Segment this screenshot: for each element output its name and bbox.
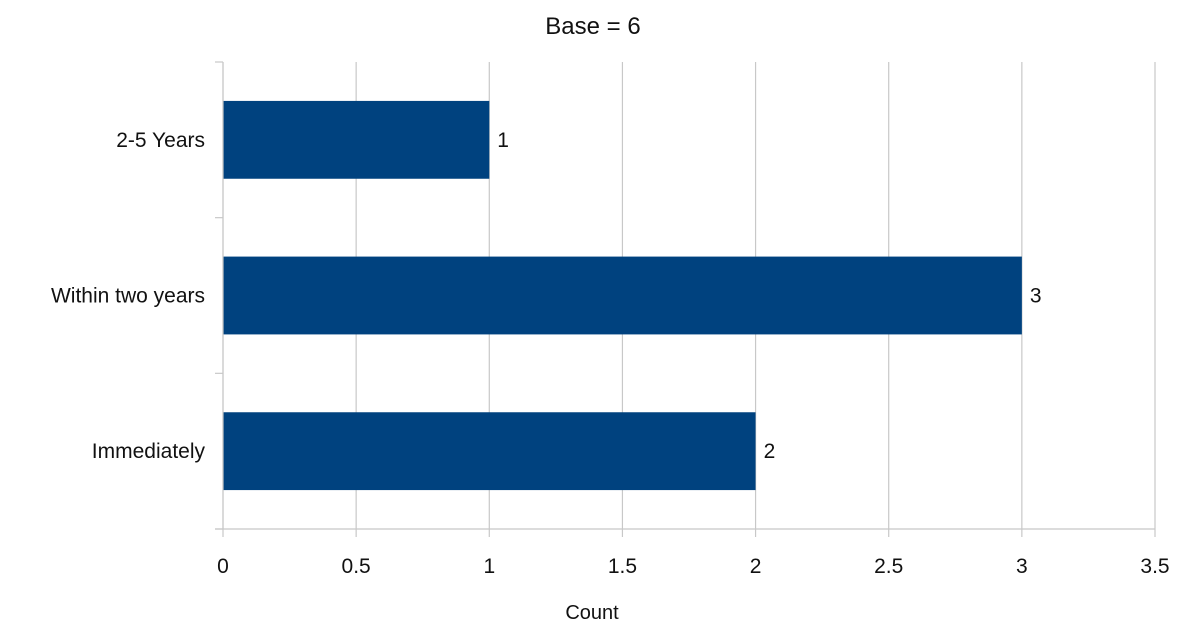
data-label: 2 [764,440,776,463]
x-tick-label: 1.5 [608,555,637,578]
labels: 0 0.5 1 1.5 2 2.5 3 3.5 2-5 Years 1 Within two yea… [51,129,1170,578]
x-tick-label: 3.5 [1140,555,1169,578]
x-tick-label: 1 [483,555,495,578]
x-tick-label: 0 [217,555,229,578]
category-label: Within two years [51,285,205,308]
bar [223,100,490,179]
data-label: 3 [1030,285,1042,308]
category-label: Immediately [92,440,206,463]
bars [223,100,1022,491]
x-axis-title: Count [565,602,619,624]
axes [215,61,1155,530]
category-label: 2-5 Years [116,129,205,152]
x-tick-label: 3 [1016,555,1028,578]
x-tick-label: 0.5 [342,555,371,578]
data-label: 1 [497,129,509,152]
chart-title: Base = 6 [545,13,640,40]
bar [223,256,1022,335]
x-tick-label: 2 [750,555,762,578]
bar [223,412,756,491]
x-tick-label: 2.5 [874,555,903,578]
